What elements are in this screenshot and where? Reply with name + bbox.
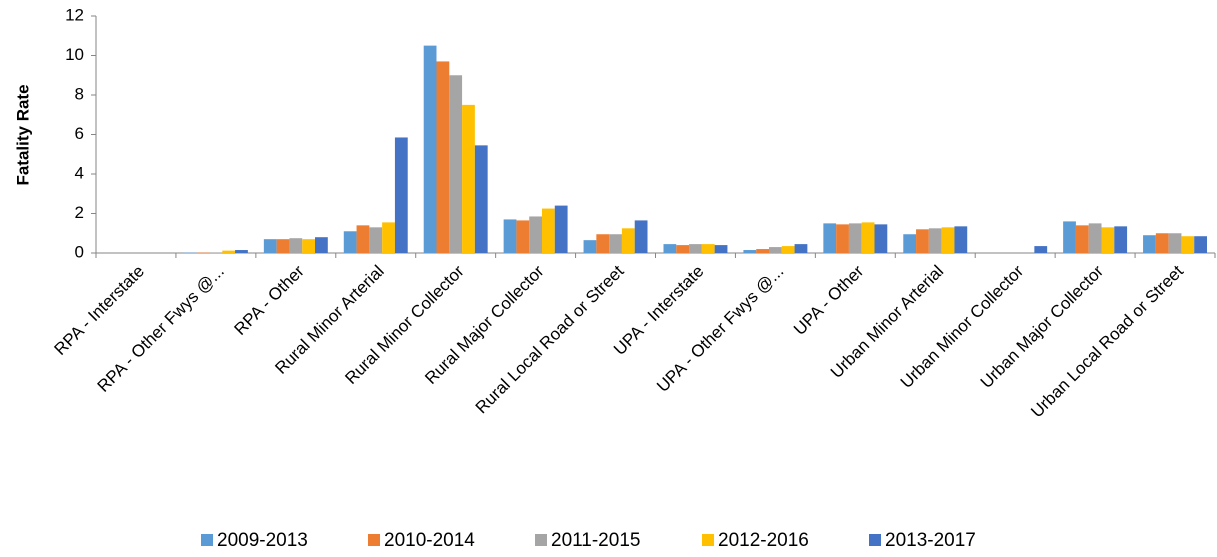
bar — [781, 246, 795, 253]
y-tick-label: 12 — [65, 5, 84, 24]
bar — [663, 244, 677, 253]
bar — [916, 229, 929, 253]
bar — [1034, 246, 1048, 253]
y-tick-label: 6 — [75, 124, 84, 143]
y-tick-label: 0 — [75, 242, 84, 261]
bar — [276, 239, 290, 253]
bar — [382, 222, 395, 253]
x-tick-label: RPA - Other — [230, 261, 308, 339]
bar — [1088, 223, 1102, 253]
bar — [554, 205, 568, 253]
bar — [583, 240, 597, 253]
bar — [861, 222, 875, 253]
bar — [941, 227, 955, 253]
legend-swatch — [368, 534, 380, 546]
bar — [356, 225, 370, 253]
bar — [1181, 236, 1195, 253]
bar — [954, 226, 968, 253]
legend-swatch — [869, 534, 881, 546]
bar — [235, 250, 248, 253]
bar — [1194, 236, 1208, 253]
bar — [302, 239, 316, 253]
legend-label: 2010-2014 — [384, 530, 475, 551]
x-tick-label: Rural Local Road or Street — [472, 261, 628, 417]
legend-label: 2011-2015 — [551, 530, 640, 551]
bar — [369, 227, 383, 253]
bar — [634, 220, 648, 253]
bar — [714, 245, 728, 253]
y-tick-label: 2 — [75, 203, 84, 222]
bar — [1114, 226, 1128, 253]
bar — [529, 216, 543, 253]
bar — [516, 220, 530, 253]
bar — [768, 247, 782, 253]
x-tick-label: Urban Local Road or Street — [1027, 261, 1187, 421]
y-tick-label: 10 — [65, 45, 84, 64]
legend-label: 2009-2013 — [217, 530, 308, 551]
bar — [756, 249, 769, 253]
legend-swatch — [535, 534, 547, 546]
bar — [596, 234, 610, 253]
bar — [263, 239, 277, 253]
bar — [1168, 233, 1182, 253]
bar — [315, 237, 328, 253]
bar — [289, 238, 303, 253]
bar — [462, 104, 475, 253]
bar — [903, 234, 917, 253]
bar — [676, 245, 690, 253]
legend-swatch — [702, 534, 714, 546]
x-tick-label: UPA - Other — [790, 261, 868, 339]
bar — [209, 252, 223, 253]
bar — [343, 231, 357, 253]
bar — [542, 208, 555, 253]
bar — [743, 250, 757, 253]
bar — [928, 228, 942, 253]
bar — [689, 244, 702, 253]
legend-swatch — [201, 534, 213, 546]
bar — [449, 75, 463, 253]
bar — [1063, 221, 1076, 253]
bar — [436, 61, 450, 253]
bar — [1101, 227, 1115, 253]
bar — [621, 228, 635, 253]
bar — [474, 145, 488, 253]
bar — [701, 244, 715, 253]
y-tick-label: 8 — [75, 84, 84, 103]
legend-label: 2012-2016 — [718, 530, 809, 551]
bar — [394, 137, 408, 253]
bar — [874, 224, 888, 253]
bar — [1075, 225, 1089, 253]
bar — [836, 224, 849, 253]
bar — [609, 234, 622, 253]
legend-label: 2013-2017 — [885, 530, 976, 551]
bar — [848, 223, 862, 253]
bar — [222, 250, 236, 253]
y-tick-label: 4 — [75, 163, 84, 182]
bar — [423, 45, 437, 253]
bar — [794, 244, 808, 253]
bar — [1155, 233, 1169, 253]
bar — [503, 219, 517, 253]
bar — [823, 223, 837, 253]
y-axis-title: Fatality Rate — [13, 84, 32, 185]
bar — [1143, 235, 1156, 253]
